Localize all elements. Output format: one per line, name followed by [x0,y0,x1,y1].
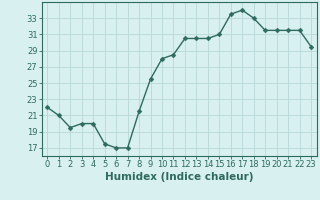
X-axis label: Humidex (Indice chaleur): Humidex (Indice chaleur) [105,172,253,182]
